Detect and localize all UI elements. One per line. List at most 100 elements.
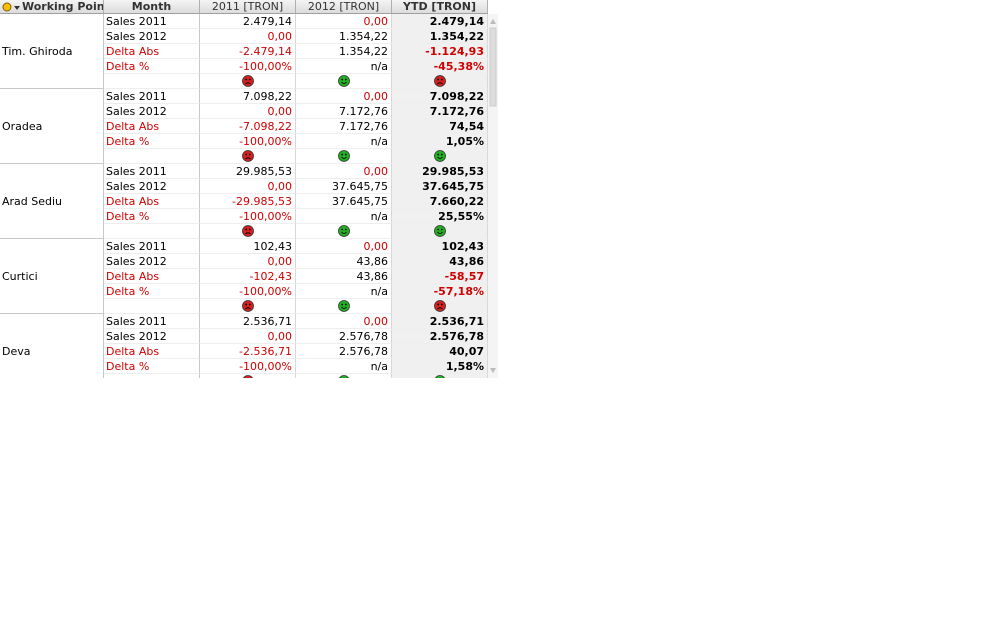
value-cell: 74,54 [392,119,488,134]
value-cell: 7.172,76 [296,104,392,119]
smiley [338,300,350,312]
value-cell: 0,00 [296,14,392,29]
search-icon[interactable] [1,1,21,13]
value-cell: -1.124,93 [392,44,488,59]
row-label: Sales 2011 [104,14,200,29]
row-label: Delta Abs [104,119,200,134]
value-cell: 25,55% [392,209,488,224]
smiley [434,150,446,162]
value-cell: 43,86 [296,269,392,284]
value-cell: 2.536,71 [392,314,488,329]
value-cell: 0,00 [296,164,392,179]
smiley-cell [200,74,296,89]
row-label: Sales 2012 [104,179,200,194]
value-cell: 43,86 [392,254,488,269]
row-label: Delta Abs [104,344,200,359]
smiley-row [104,299,200,314]
group-label[interactable]: Curtici [0,239,104,314]
smiley [434,225,446,237]
value-cell: -7.098,22 [200,119,296,134]
row-label: Sales 2011 [104,239,200,254]
value-cell: n/a [296,284,392,299]
group-label[interactable]: Arad Sediu [0,164,104,239]
row-label: Sales 2011 [104,314,200,329]
value-cell: -100,00% [200,134,296,149]
row-label: Delta % [104,134,200,149]
value-cell: 29.985,53 [392,164,488,179]
value-cell: 2.576,78 [296,329,392,344]
smiley [242,150,254,162]
value-cell: 1,05% [392,134,488,149]
value-cell: -100,00% [200,359,296,374]
smiley-cell [296,74,392,89]
row-label: Sales 2011 [104,164,200,179]
smiley-cell [200,374,296,378]
scrollbar-graphic [489,19,497,373]
smiley-cell [296,299,392,314]
column-header[interactable]: Working Point [0,0,104,14]
value-cell: n/a [296,209,392,224]
column-header[interactable]: YTD [TRON] [392,0,488,14]
column-header[interactable]: Month [104,0,200,14]
value-cell: 1,58% [392,359,488,374]
value-cell: -29.985,53 [200,194,296,209]
value-cell: n/a [296,134,392,149]
value-cell: 0,00 [296,239,392,254]
value-cell: 0,00 [296,89,392,104]
value-cell: n/a [296,59,392,74]
value-cell: 0,00 [200,254,296,269]
scrollbar[interactable] [488,14,498,378]
value-cell: 2.576,78 [392,329,488,344]
value-cell: -100,00% [200,284,296,299]
smiley-cell [200,224,296,239]
value-cell: 37.645,75 [296,194,392,209]
smiley-row [104,374,200,378]
value-cell: -2.479,14 [200,44,296,59]
value-cell: 29.985,53 [200,164,296,179]
value-cell: 7.098,22 [200,89,296,104]
column-header[interactable]: 2012 [TRON] [296,0,392,14]
smiley-cell [296,149,392,164]
value-cell: -57,18% [392,284,488,299]
smiley [434,300,446,312]
value-cell: 7.172,76 [296,119,392,134]
value-cell: 37.645,75 [296,179,392,194]
pivot-table: Working Point Month 2011 [TRON] 2012 [TRON]… [0,0,498,378]
group-label[interactable]: Deva [0,314,104,378]
smiley [434,375,446,378]
row-label: Sales 2012 [104,29,200,44]
row-label: Delta % [104,359,200,374]
smiley [338,375,350,378]
value-cell: 37.645,75 [392,179,488,194]
row-label: Delta Abs [104,44,200,59]
smiley-row [104,149,200,164]
value-cell: -100,00% [200,59,296,74]
value-cell: 43,86 [296,254,392,269]
group-label[interactable]: Tim. Ghiroda [0,14,104,89]
smiley-cell [296,224,392,239]
value-cell: 2.479,14 [392,14,488,29]
value-cell: 1.354,22 [296,44,392,59]
group-label[interactable]: Oradea [0,89,104,164]
row-label: Sales 2011 [104,89,200,104]
value-cell: 2.576,78 [296,344,392,359]
row-label: Sales 2012 [104,104,200,119]
smiley [434,75,446,87]
value-cell: 7.172,76 [392,104,488,119]
value-cell: 0,00 [200,329,296,344]
value-cell: -45,38% [392,59,488,74]
smiley [242,375,254,378]
value-cell: 0,00 [200,104,296,119]
value-cell: -2.536,71 [200,344,296,359]
smiley-cell [200,149,296,164]
smiley-cell [296,374,392,378]
column-header[interactable]: 2011 [TRON] [200,0,296,14]
value-cell: 1.354,22 [392,29,488,44]
value-cell: 2.536,71 [200,314,296,329]
smiley [338,225,350,237]
smiley [338,150,350,162]
row-label: Delta % [104,209,200,224]
value-cell: 1.354,22 [296,29,392,44]
value-cell: 102,43 [392,239,488,254]
